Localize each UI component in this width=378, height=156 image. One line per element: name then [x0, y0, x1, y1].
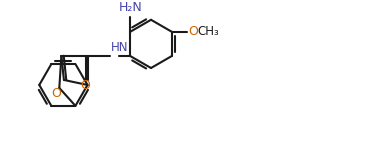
- Text: O: O: [189, 25, 198, 38]
- Text: O: O: [81, 79, 90, 92]
- Text: H₂N: H₂N: [118, 1, 142, 14]
- Text: HN: HN: [111, 41, 129, 54]
- Text: CH₃: CH₃: [198, 25, 220, 38]
- Text: O: O: [52, 87, 62, 100]
